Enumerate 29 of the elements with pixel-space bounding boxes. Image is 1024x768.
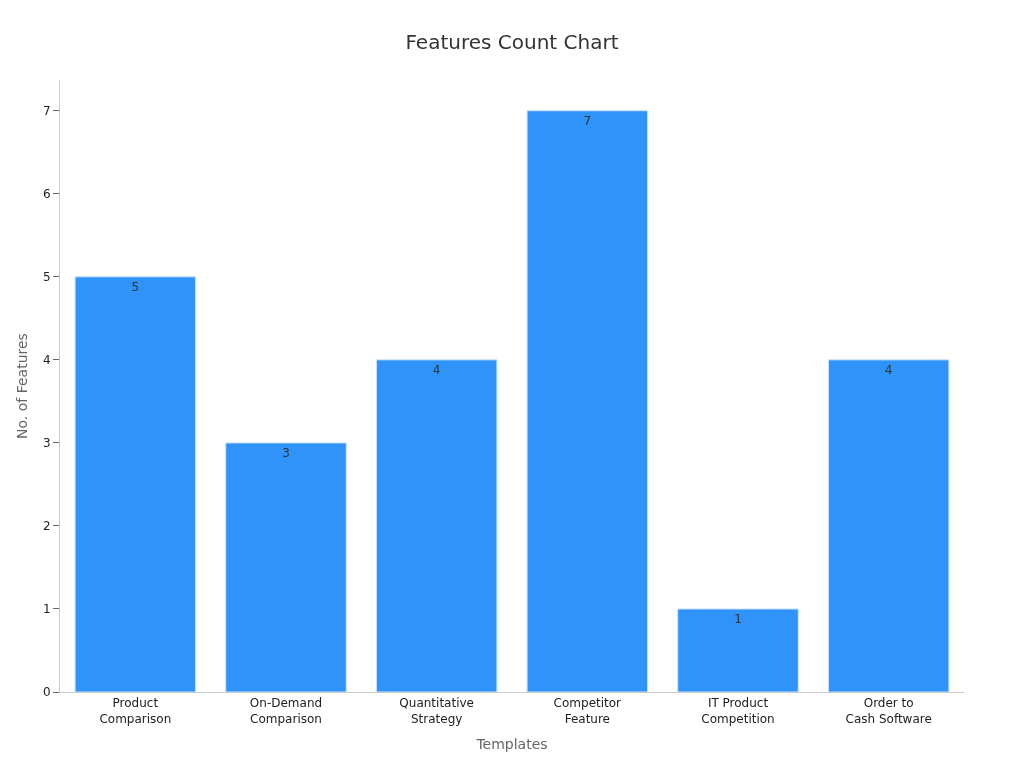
bar (225, 442, 347, 692)
y-tick-label: 0 (42, 685, 51, 700)
data-label: 1 (734, 611, 742, 626)
y-tick-label: 7 (42, 103, 51, 118)
y-tick-label: 1 (42, 602, 51, 617)
y-tick-label: 4 (42, 353, 51, 368)
bar (827, 359, 950, 692)
data-label: 4 (432, 362, 441, 377)
bar (526, 110, 649, 692)
x-tick-label: IT Product Competition (701, 696, 775, 726)
chart-title: Features Count Chart (405, 29, 619, 54)
data-label: 3 (282, 445, 290, 460)
x-tick-label: Order to Cash Software (845, 696, 932, 726)
x-tick-label: Competitor Feature (553, 696, 622, 726)
y-tick-label: 5 (42, 270, 51, 284)
bar (375, 359, 498, 692)
y-tick-label: 3 (42, 436, 51, 451)
y-tick-label: 2 (42, 519, 51, 534)
bar (74, 276, 197, 692)
x-axis-title: Templates (475, 736, 548, 753)
x-tick-label: Product Comparison (99, 696, 172, 726)
data-label: 7 (583, 113, 592, 128)
y-axis-title: No. of Features (13, 333, 30, 439)
x-tick-label: On-Demand Comparison (249, 696, 323, 726)
x-tick-label: Quantitative Strategy (399, 696, 474, 726)
data-label: 4 (884, 362, 893, 377)
data-label: 5 (131, 279, 140, 294)
bar (677, 608, 799, 692)
y-tick-label: 6 (42, 186, 51, 201)
